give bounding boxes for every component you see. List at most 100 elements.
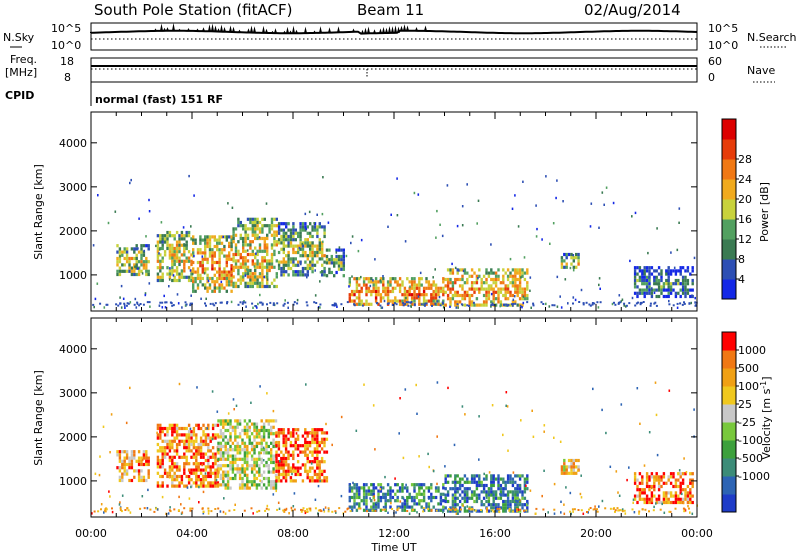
heatmap-cell [395,303,398,306]
heatmap-cell [292,463,295,467]
heatmap-cell [358,495,361,500]
heatmap-cell [166,484,169,488]
heatmap-cell [516,503,519,507]
heatmap-cell [509,480,512,484]
heatmap-cell [623,509,626,512]
heatmap-cell [487,487,491,491]
heatmap-cell [516,487,519,491]
heatmap-cell [570,465,573,469]
heatmap-cell [422,293,426,297]
heatmap-cell [674,500,678,505]
heatmap-cell [306,508,308,511]
heatmap-cell [183,243,185,246]
heatmap-cell [491,404,494,407]
heatmap-cell [171,278,174,283]
heatmap-cell [499,290,503,294]
heatmap-cell [229,486,232,490]
heatmap-cell [490,300,493,304]
heatmap-cell [265,486,268,490]
heatmap-cell [504,506,507,510]
heatmap-cell [645,266,649,270]
heatmap-cell [485,300,488,304]
heatmap-cell [660,272,663,276]
heatmap-cell [209,468,212,472]
heatmap-cell [163,439,167,443]
heatmap-cell [328,267,331,271]
heatmap-cell [228,283,231,287]
heatmap-cell [526,271,529,275]
heatmap-cell [187,433,191,437]
heatmap-cell [660,288,663,292]
heatmap-cell [362,277,366,281]
heatmap-cell [509,490,512,494]
heatmap-cell [224,457,227,461]
heatmap-cell [306,510,309,513]
heatmap-cell [185,442,188,447]
heatmap-cell [268,262,271,266]
heatmap-cell [294,231,297,235]
heatmap-cell [367,280,371,284]
heatmap-cell [175,446,179,450]
heatmap-cell [466,487,469,491]
heatmap-cell [121,269,124,273]
heatmap-cell [260,448,263,452]
heatmap-cell [308,476,312,480]
heatmap-cell [128,456,131,460]
heatmap-cell [478,509,481,513]
heatmap-cell [246,428,249,433]
heatmap-cell [116,260,119,264]
heatmap-cell [577,252,580,257]
cpid-value: normal (fast) 151 RF [95,93,223,106]
heatmap-cell [689,491,692,495]
heatmap-cell [282,266,285,271]
heatmap-cell [190,433,193,437]
heatmap-cell [282,463,285,467]
heatmap-cell [367,286,371,290]
heatmap-cell [220,235,224,239]
heatmap-cell [518,490,522,494]
heatmap-cell [187,439,191,443]
heatmap-cell [520,276,522,279]
heatmap-cell [325,248,329,252]
heatmap-cell [430,299,433,303]
heatmap-cell [199,264,202,268]
heatmap-cell [140,456,143,460]
heatmap-cell [560,468,564,472]
heatmap-cell [518,498,521,501]
heatmap-cell [672,500,675,505]
heatmap-cell [253,448,256,452]
heatmap-cell [227,202,229,205]
heatmap-cell [183,465,186,469]
heatmap-cell [674,507,677,510]
heatmap-cell [377,489,380,493]
heatmap-cell [208,241,212,245]
heatmap-cell [253,464,256,468]
heatmap-cell [670,251,672,254]
heatmap-cell [506,474,510,478]
heatmap-cell [413,191,416,195]
heatmap-cell [686,291,690,295]
heatmap-cell [693,408,695,411]
heatmap-cell [267,508,270,511]
heatmap-cell [391,277,395,281]
heatmap-cell [156,253,160,257]
heatmap-cell [458,293,462,298]
heatmap-cell [190,225,192,228]
heatmap-cell [655,502,657,505]
heatmap-cell [492,474,495,478]
heatmap-cell [226,483,230,487]
heatmap-cell [418,293,421,297]
heatmap-cell [242,275,245,279]
heatmap-cell [217,441,220,445]
heatmap-cell [506,405,509,408]
heatmap-cell [219,467,223,471]
heatmap-cell [379,304,382,307]
heatmap-cell [473,474,476,478]
heatmap-cell [393,302,396,305]
heatmap-cell [270,428,273,433]
heatmap-cell [473,271,476,275]
heatmap-cell [454,499,457,504]
heatmap-cell [173,262,176,267]
heatmap-cell [316,476,319,480]
heatmap-cell [220,270,224,274]
